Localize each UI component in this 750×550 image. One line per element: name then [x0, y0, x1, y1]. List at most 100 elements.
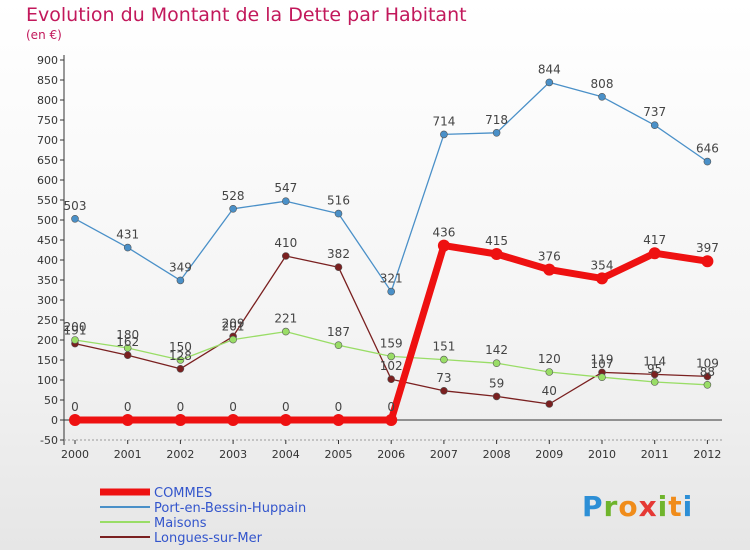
data-label: 376	[538, 250, 561, 264]
data-point	[229, 335, 237, 344]
data-label: 162	[116, 335, 139, 349]
data-point	[492, 359, 501, 368]
data-point	[281, 252, 290, 260]
data-label: 142	[485, 343, 508, 357]
data-point	[281, 197, 290, 205]
y-tick-label: 250	[37, 314, 58, 327]
legend-label: COMMES	[154, 486, 212, 501]
data-point	[334, 341, 343, 350]
data-point	[703, 372, 712, 381]
legend-label: Port-en-Bessin-Huppain	[154, 501, 306, 516]
data-label: 107	[591, 357, 614, 371]
data-label: 349	[169, 260, 192, 274]
data-label: 114	[643, 354, 666, 368]
data-label: 95	[647, 362, 662, 376]
data-label: 59	[489, 376, 504, 390]
y-tick-label: 650	[37, 154, 58, 167]
y-tick-label: 150	[37, 354, 58, 367]
x-tick-label: 2005	[325, 448, 353, 461]
data-point	[598, 373, 606, 382]
data-label: 102	[380, 359, 403, 373]
data-label: 382	[327, 247, 350, 261]
data-label: 410	[274, 236, 297, 250]
data-point	[385, 414, 398, 426]
data-label: 718	[485, 113, 508, 127]
data-label: 397	[696, 241, 719, 255]
data-point	[387, 287, 396, 296]
data-label: 187	[327, 325, 350, 339]
data-point	[650, 121, 659, 129]
proxiti-logo: Proxiti	[582, 490, 694, 523]
data-label: 547	[274, 181, 297, 195]
data-point	[387, 352, 396, 361]
data-point	[545, 368, 554, 376]
data-label: 415	[485, 234, 508, 248]
data-label: 808	[591, 77, 614, 91]
data-label: 844	[538, 62, 561, 76]
data-point	[596, 272, 608, 285]
data-point	[123, 243, 132, 252]
data-label: 714	[432, 114, 455, 128]
x-tick-label: 2002	[166, 448, 194, 461]
data-label: 0	[124, 400, 132, 414]
data-label: 503	[64, 199, 87, 213]
data-label: 120	[538, 352, 561, 366]
data-label: 201	[222, 320, 245, 334]
data-point	[121, 414, 134, 426]
data-label: 354	[591, 258, 614, 272]
data-label: 151	[432, 340, 455, 354]
data-label: 40	[542, 384, 557, 398]
data-point	[598, 93, 606, 101]
data-point	[650, 370, 659, 379]
y-tick-label: 50	[44, 394, 58, 407]
data-label: 0	[71, 400, 79, 414]
data-label: 436	[432, 226, 455, 240]
y-tick-label: 0	[51, 414, 58, 427]
data-label: 221	[274, 312, 297, 326]
x-tick-label: 2000	[61, 448, 89, 461]
data-point	[334, 209, 343, 218]
y-tick-label: -50	[40, 434, 58, 447]
data-point	[545, 400, 554, 408]
data-point	[227, 414, 240, 426]
x-tick-label: 2012	[693, 448, 721, 461]
data-label: 73	[436, 371, 451, 385]
data-point	[703, 157, 712, 166]
data-point	[123, 344, 132, 352]
x-tick-label: 2011	[641, 448, 669, 461]
x-tick-label: 2007	[430, 448, 458, 461]
data-point	[332, 414, 345, 426]
y-tick-label: 700	[37, 134, 58, 147]
y-tick-label: 600	[37, 174, 58, 187]
data-point	[334, 263, 343, 272]
data-label: 431	[116, 228, 139, 242]
x-tick-label: 2009	[535, 448, 563, 461]
y-tick-label: 300	[37, 294, 58, 307]
data-label: 180	[116, 328, 139, 342]
x-tick-label: 2003	[219, 448, 247, 461]
y-tick-label: 850	[37, 74, 58, 87]
data-point	[69, 414, 81, 426]
data-label: 417	[643, 233, 666, 247]
data-label: 119	[591, 352, 614, 366]
data-point	[543, 263, 556, 276]
data-label: 0	[335, 400, 343, 414]
data-label: 0	[282, 400, 290, 414]
x-tick-label: 2001	[114, 448, 142, 461]
data-point	[71, 215, 79, 223]
data-point	[437, 239, 450, 252]
data-label: 737	[643, 105, 666, 119]
data-point	[174, 414, 187, 426]
y-tick-label: 550	[37, 194, 58, 207]
data-label: 150	[169, 340, 192, 354]
y-tick-label: 350	[37, 274, 58, 287]
data-point	[229, 205, 237, 213]
y-tick-label: 200	[37, 334, 58, 347]
y-tick-label: 100	[37, 374, 58, 387]
data-point	[492, 129, 501, 137]
data-point	[648, 247, 661, 260]
data-point	[176, 356, 185, 364]
x-tick-label: 2008	[483, 448, 511, 461]
y-tick-label: 900	[37, 54, 58, 67]
